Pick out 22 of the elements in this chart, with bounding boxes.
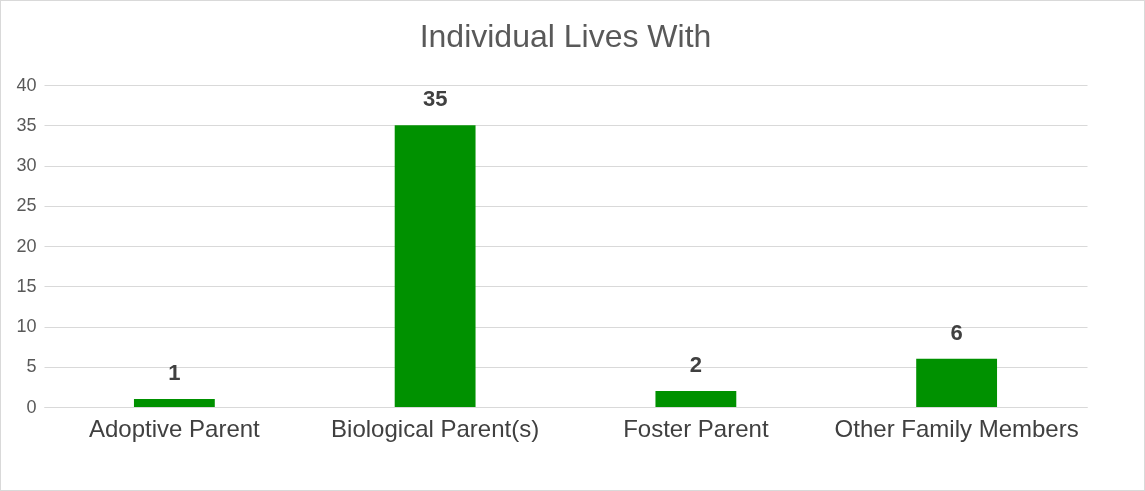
y-tick-label: 35 xyxy=(16,114,37,135)
y-tick-label: 15 xyxy=(16,275,37,296)
y-tick-label: 30 xyxy=(16,155,37,175)
data-label: 6 xyxy=(950,319,963,345)
data-label: 1 xyxy=(168,359,181,385)
x-tick-label: Foster Parent xyxy=(623,414,769,442)
x-tick-label: Adoptive Parent xyxy=(88,414,261,442)
bar xyxy=(394,125,476,407)
y-tick-label: 0 xyxy=(26,396,37,417)
y-tick-label: 25 xyxy=(16,195,37,216)
y-tick-label: 20 xyxy=(16,235,37,256)
data-label: 2 xyxy=(689,351,702,377)
data-label: 35 xyxy=(422,86,448,112)
y-tick-label: 10 xyxy=(16,316,37,336)
bar xyxy=(916,358,998,407)
y-tick-label: 5 xyxy=(26,356,37,377)
x-tick-label: Other Family Members xyxy=(834,414,1079,442)
y-tick-label: 40 xyxy=(16,74,37,95)
bar xyxy=(133,398,215,407)
bar xyxy=(655,390,737,407)
chart-title: Individual Lives With xyxy=(419,18,712,54)
x-tick-label: Biological Parent(s) xyxy=(331,414,540,442)
